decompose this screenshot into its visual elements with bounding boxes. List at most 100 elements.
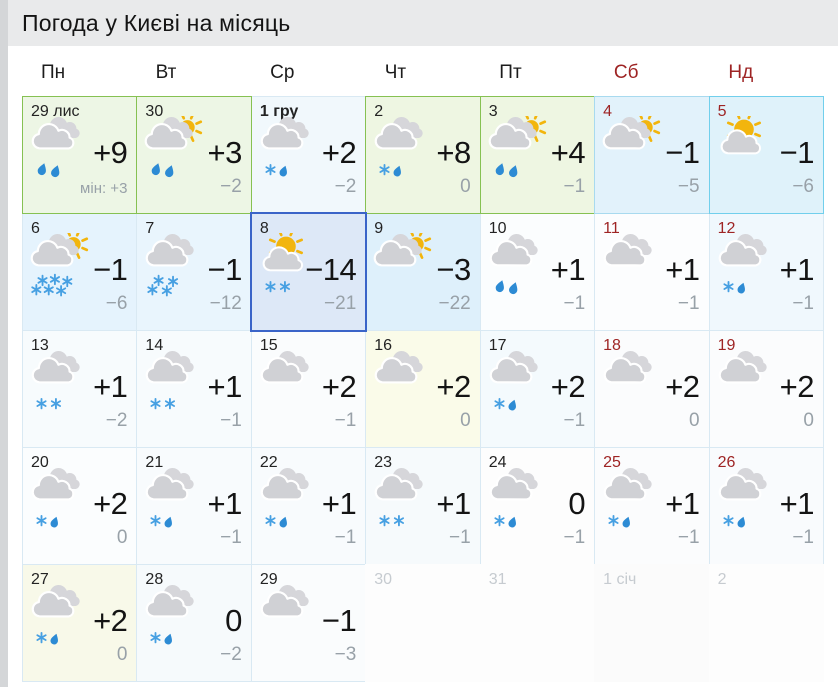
day-low-temp: −5 [677, 176, 700, 197]
weather-icon [714, 467, 776, 537]
day-high-temp: −3 [436, 252, 471, 287]
day-low-temp: −2 [105, 410, 128, 431]
weekday-header-row: Пн Вт Ср Чт Пт Сб Нд [22, 62, 824, 84]
day-cell[interactable]: 10 +1 −1 [480, 214, 595, 330]
day-cell[interactable]: 1 січ [595, 565, 709, 681]
day-cell[interactable]: 8 −14 −21 [251, 214, 366, 330]
day-low-temp: −1 [792, 527, 814, 548]
day-date: 27 [31, 571, 49, 588]
day-cell[interactable]: 18 +2 0 [595, 331, 709, 447]
weather-icon [599, 116, 661, 186]
day-cell[interactable]: 19 +2 0 [709, 331, 823, 447]
day-date: 18 [603, 337, 621, 354]
day-low-temp: −2 [220, 176, 242, 197]
day-date: 7 [145, 220, 155, 237]
day-cell[interactable]: 1 гру +2 −2 [251, 97, 366, 213]
day-cell[interactable]: 29 лис +9 мін: +3 [23, 97, 137, 213]
day-cell[interactable]: 25 +1 −1 [595, 448, 709, 564]
day-cell[interactable]: 15 +2 −1 [251, 331, 366, 447]
day-low-temp: −1 [677, 527, 700, 548]
day-cell[interactable]: 29 −1 −3 [251, 565, 366, 681]
day-date: 31 [488, 571, 507, 588]
day-low-temp: 0 [460, 410, 471, 431]
day-high-temp: +1 [550, 252, 586, 287]
day-date: 28 [145, 571, 164, 588]
day-cell[interactable]: 21 +1 −1 [137, 448, 251, 564]
weather-icon [256, 584, 318, 654]
day-high-temp: +2 [436, 369, 471, 404]
day-high-temp: +3 [207, 135, 242, 170]
day-low-temp: −1 [792, 293, 814, 314]
day-high-temp: +2 [550, 369, 586, 404]
day-cell[interactable]: 22 +1 −1 [251, 448, 366, 564]
day-cell[interactable]: 9 −3 −22 [366, 214, 480, 330]
day-cell[interactable]: 13 +1 −2 [23, 331, 137, 447]
day-cell[interactable]: 20 +2 0 [23, 448, 137, 564]
day-cell[interactable]: 17 +2 −1 [480, 331, 595, 447]
weather-icon [370, 233, 432, 303]
day-high-temp: −1 [779, 135, 815, 170]
header-band: Погода у Києві на місяць [8, 0, 838, 46]
day-low-temp: −2 [220, 644, 242, 665]
day-high-temp: +2 [665, 369, 700, 404]
day-low-temp: −1 [677, 293, 700, 314]
day-low-temp: −1 [334, 410, 357, 431]
weather-icon [599, 233, 661, 303]
day-high-temp: +1 [665, 252, 700, 287]
day-date: 10 [488, 220, 507, 237]
day-cell[interactable]: 6 −1 −6 [23, 214, 137, 330]
day-cell[interactable]: 31 [480, 565, 595, 681]
weather-icon [141, 233, 203, 303]
day-cell[interactable]: 26 +1 −1 [709, 448, 823, 564]
day-cell[interactable]: 12 +1 −1 [709, 214, 823, 330]
calendar-grid: 29 лис +9 мін: +3 30 +3 −2 1 гру +2 −2 2… [22, 96, 824, 682]
day-cell[interactable]: 11 +1 −1 [595, 214, 709, 330]
day-cell[interactable]: 27 +2 0 [23, 565, 137, 681]
day-low-temp: −1 [563, 527, 586, 548]
weather-icon [256, 233, 318, 303]
day-cell[interactable]: 2 [709, 565, 823, 681]
day-low-temp: −1 [563, 293, 586, 314]
day-date: 30 [145, 103, 164, 120]
weekday-header: Нд [728, 62, 754, 83]
day-date: 29 лис [31, 103, 80, 120]
day-high-temp: +1 [779, 486, 815, 521]
day-date: 29 [259, 571, 278, 588]
day-cell[interactable]: 30 [366, 565, 480, 681]
day-date: 21 [145, 454, 164, 471]
day-cell[interactable]: 3 +4 −1 [480, 97, 595, 213]
day-cell[interactable]: 23 +1 −1 [366, 448, 480, 564]
day-cell[interactable]: 16 +2 0 [366, 331, 480, 447]
weather-icon [714, 584, 776, 654]
day-cell[interactable]: 5 −1 −6 [709, 97, 823, 213]
weather-icon [256, 116, 318, 186]
day-low-temp: −1 [220, 527, 242, 548]
day-cell[interactable]: 7 −1 −12 [137, 214, 251, 330]
weather-icon [714, 233, 776, 303]
day-cell[interactable]: 4 −1 −5 [595, 97, 709, 213]
day-date: 20 [31, 454, 49, 471]
weekday-header: Сб [613, 62, 639, 83]
weather-icon [27, 116, 89, 186]
day-high-temp: +2 [321, 369, 357, 404]
weather-month-card: Пн Вт Ср Чт Пт Сб Нд 29 лис +9 мін: +3 30 +3 −… [18, 46, 828, 687]
day-cell[interactable]: 14 +1 −1 [137, 331, 251, 447]
page-left-edge [0, 0, 8, 687]
day-low-temp: −6 [105, 293, 128, 314]
weather-icon [256, 467, 318, 537]
day-low-temp: −2 [334, 176, 357, 197]
day-date: 6 [31, 220, 40, 237]
day-high-temp: +4 [550, 135, 586, 170]
day-cell[interactable]: 28 0 −2 [137, 565, 251, 681]
day-high-temp: +1 [321, 486, 357, 521]
day-low-temp: 0 [460, 176, 471, 197]
weekday-header: Пт [499, 62, 522, 83]
day-low-temp: 0 [688, 410, 700, 431]
weekday-header: Чт [384, 62, 407, 83]
day-cell[interactable]: 2 +8 0 [366, 97, 480, 213]
day-date: 9 [374, 220, 384, 237]
day-cell[interactable]: 30 +3 −2 [137, 97, 251, 213]
day-date: 16 [374, 337, 393, 354]
day-cell[interactable]: 24 0 −1 [480, 448, 595, 564]
weather-icon [714, 116, 776, 186]
